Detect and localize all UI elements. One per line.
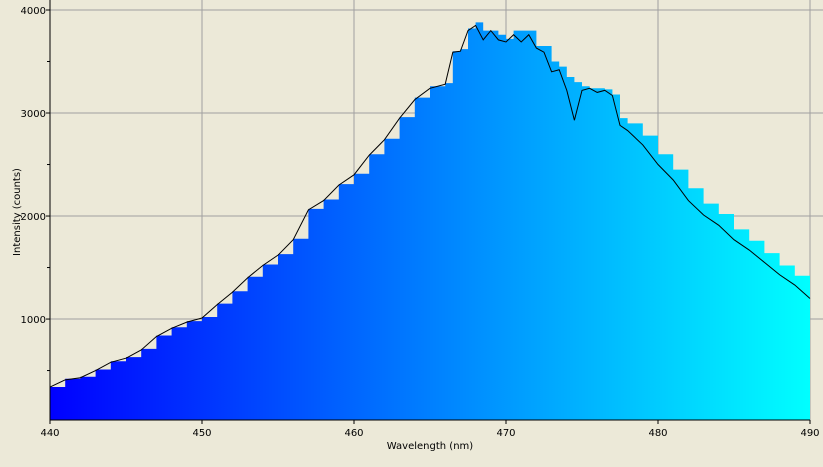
- x-tick-label: 470: [496, 428, 515, 439]
- y-axis-label: Intensity (counts): [12, 168, 23, 256]
- y-tick-label: 4000: [21, 6, 46, 17]
- axes: [46, 0, 811, 424]
- x-tick-label: 480: [648, 428, 667, 439]
- x-tick-label: 460: [344, 428, 363, 439]
- y-tick-label: 3000: [21, 109, 46, 120]
- spectrum-line: [49, 24, 811, 388]
- y-tick-label: 2000: [21, 212, 46, 223]
- x-axis-label: Wavelength (nm): [387, 441, 473, 452]
- x-tick-label: 490: [800, 428, 819, 439]
- x-tick-label: 440: [40, 428, 59, 439]
- x-tick-label: 450: [192, 428, 211, 439]
- filled-area: [50, 22, 810, 420]
- y-tick-label: 1000: [21, 315, 46, 326]
